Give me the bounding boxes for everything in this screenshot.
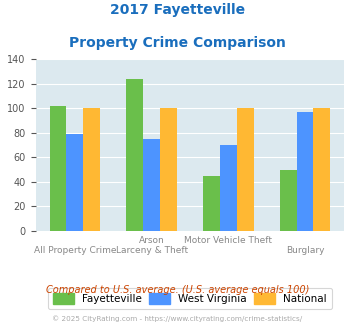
Bar — [280, 170, 296, 231]
Bar — [220, 145, 237, 231]
Legend: Fayetteville, West Virginia, National: Fayetteville, West Virginia, National — [48, 288, 332, 309]
Bar — [126, 79, 143, 231]
Bar — [143, 139, 160, 231]
Bar — [50, 106, 66, 231]
Text: All Property Crime: All Property Crime — [34, 246, 116, 255]
Bar — [203, 176, 220, 231]
Bar — [66, 134, 83, 231]
Text: 2017 Fayetteville: 2017 Fayetteville — [110, 3, 245, 17]
Bar — [313, 109, 330, 231]
Bar — [296, 112, 313, 231]
Text: Arson: Arson — [139, 236, 164, 245]
Text: Property Crime Comparison: Property Crime Comparison — [69, 36, 286, 50]
Text: Larceny & Theft: Larceny & Theft — [115, 246, 188, 255]
Text: © 2025 CityRating.com - https://www.cityrating.com/crime-statistics/: © 2025 CityRating.com - https://www.city… — [53, 315, 302, 322]
Bar — [83, 109, 100, 231]
Text: Motor Vehicle Theft: Motor Vehicle Theft — [184, 236, 272, 245]
Text: Burglary: Burglary — [286, 246, 324, 255]
Bar — [160, 109, 177, 231]
Bar — [237, 109, 253, 231]
Text: Compared to U.S. average. (U.S. average equals 100): Compared to U.S. average. (U.S. average … — [46, 285, 309, 295]
